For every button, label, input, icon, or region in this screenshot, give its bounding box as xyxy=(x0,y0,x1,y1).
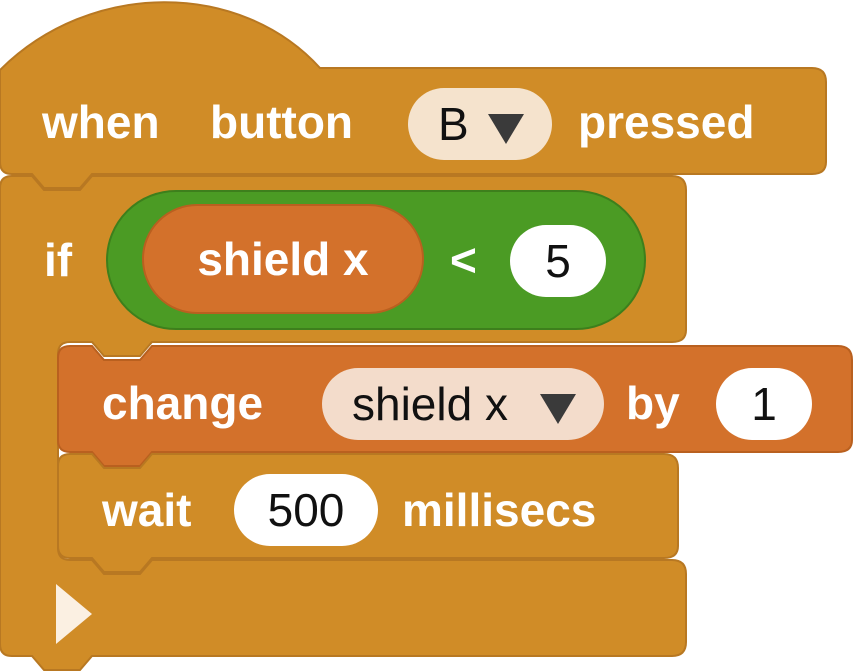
variable-dropdown-value: shield x xyxy=(352,378,508,430)
operator-label: < xyxy=(450,234,477,286)
variable-dropdown[interactable]: shield x xyxy=(322,368,604,440)
millisecs-label: millisecs xyxy=(402,484,597,536)
variable-reporter[interactable]: shield x xyxy=(142,204,424,314)
change-label: change xyxy=(102,377,264,429)
wait-value-input[interactable]: 500 xyxy=(234,474,378,546)
change-value-input[interactable]: 1 xyxy=(716,368,812,440)
event-hat-block[interactable] xyxy=(0,1,827,189)
by-label: by xyxy=(626,377,680,429)
caret-down-icon xyxy=(488,114,524,144)
if-label: if xyxy=(44,234,73,286)
play-triangle-icon[interactable] xyxy=(56,584,92,644)
button-label: button xyxy=(210,96,354,148)
wait-label: wait xyxy=(102,484,192,536)
condition-value-input[interactable]: 5 xyxy=(510,225,606,297)
when-label: when xyxy=(42,96,160,148)
pressed-label: pressed xyxy=(578,96,755,148)
button-dropdown-value: B xyxy=(438,98,469,150)
button-dropdown[interactable]: B xyxy=(408,88,552,160)
caret-down-icon xyxy=(540,394,576,424)
